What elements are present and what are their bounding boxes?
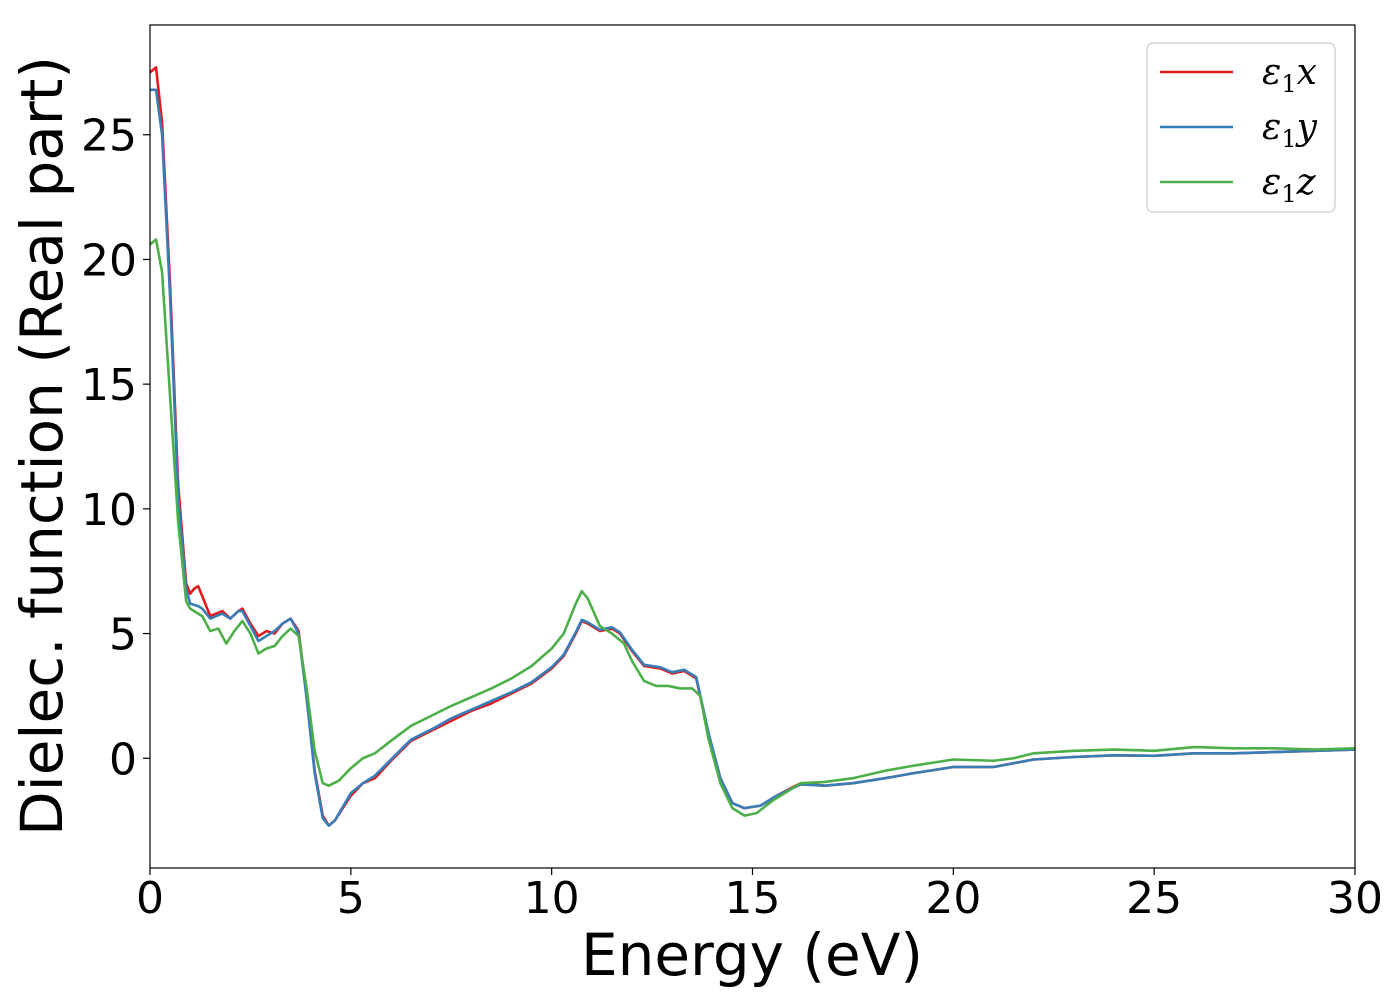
y-tick-label: 25 — [81, 111, 137, 162]
series-layer — [150, 66, 1355, 827]
y-tick-label: 10 — [81, 485, 137, 536]
x-tick-label: 15 — [725, 873, 781, 924]
legend-label-base: ε — [1262, 162, 1281, 203]
legend-box — [1146, 42, 1336, 213]
legend-label-tail: x — [1297, 52, 1317, 93]
legend-label-z: ε1z — [1262, 162, 1317, 208]
legend-label-y: ε1y — [1262, 107, 1318, 153]
x-tick-label: 30 — [1327, 873, 1383, 924]
series-line-y — [150, 88, 1355, 827]
legend-label-subscript: 1 — [1281, 125, 1296, 153]
y-tick-label: 15 — [81, 360, 137, 411]
legend-label-tail: y — [1295, 107, 1318, 148]
legend-label-base: ε — [1262, 107, 1281, 148]
y-axis-ticks: 0 5 10 15 20 25 — [81, 111, 150, 785]
x-tick-label: 5 — [337, 873, 365, 924]
x-axis-ticks: 0 5 10 15 20 25 30 — [136, 868, 1383, 924]
y-tick-label: 0 — [109, 734, 137, 785]
legend-label-subscript: 1 — [1281, 180, 1296, 208]
series-line-z — [150, 238, 1355, 817]
legend-label-x: ε1x — [1262, 52, 1317, 98]
legend-label-base: ε — [1262, 52, 1281, 93]
x-tick-label: 20 — [925, 873, 981, 924]
legend-label-tail: z — [1296, 162, 1317, 203]
x-tick-label: 0 — [136, 873, 164, 924]
x-tick-label: 25 — [1126, 873, 1182, 924]
y-tick-label: 5 — [109, 610, 137, 661]
legend-label-subscript: 1 — [1281, 70, 1296, 98]
x-axis-label: Energy (eV) — [581, 921, 923, 989]
x-tick-label: 10 — [524, 873, 580, 924]
y-axis-label: Dielec. function (Real part) — [8, 56, 76, 836]
y-tick-label: 20 — [81, 235, 137, 286]
